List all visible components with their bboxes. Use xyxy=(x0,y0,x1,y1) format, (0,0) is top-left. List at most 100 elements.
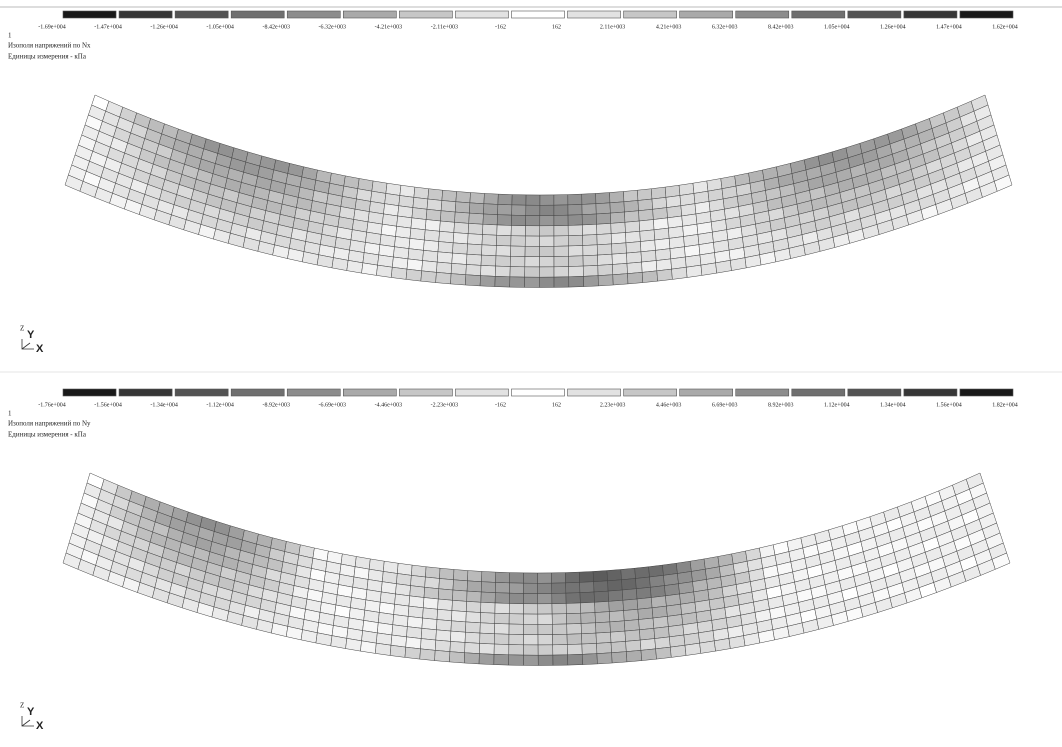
mesh-cell xyxy=(597,223,612,234)
legend-swatch xyxy=(848,11,901,18)
legend-swatch xyxy=(736,11,789,18)
mesh-cell xyxy=(538,583,552,593)
legend-swatch xyxy=(960,389,1013,396)
axis-y: Y xyxy=(27,706,35,718)
mesh-cell xyxy=(455,202,470,213)
legend-label: 2.23e+003 xyxy=(600,402,626,408)
mesh-cell xyxy=(346,638,362,651)
mesh-cell xyxy=(662,563,677,575)
mesh-cell xyxy=(464,653,479,664)
mesh-cell xyxy=(640,230,655,242)
mesh-cell xyxy=(595,612,610,623)
legend-swatch xyxy=(455,11,508,18)
mesh-cell xyxy=(540,195,554,205)
mesh-cell xyxy=(414,187,429,199)
mesh-cell xyxy=(483,204,497,215)
mesh-cell xyxy=(494,644,509,655)
mesh-cell xyxy=(566,613,581,624)
mesh-cell xyxy=(610,202,625,213)
beam-mesh xyxy=(65,95,1012,288)
legend-swatch xyxy=(904,389,957,396)
mesh-cell xyxy=(582,214,596,225)
panel: -1.69e+004-1.47e+004-1.26e+004-1.05e+004… xyxy=(8,11,1018,355)
mesh-cell xyxy=(657,269,672,281)
mesh-cell xyxy=(423,240,438,252)
mesh-cell xyxy=(608,580,623,591)
mesh-cell xyxy=(423,608,438,620)
mesh-cell xyxy=(583,276,598,287)
mesh-cell xyxy=(441,200,456,212)
legend-swatch xyxy=(624,389,677,396)
mesh-cell xyxy=(670,645,686,657)
mesh-cell xyxy=(626,650,641,662)
mesh-cell xyxy=(452,243,467,254)
mesh-cell xyxy=(453,233,468,244)
mesh-cell xyxy=(568,215,582,226)
case-number: 1 xyxy=(8,410,12,418)
panel: -1.76e+004-1.56e+004-1.34e+004-1.12e+004… xyxy=(8,389,1018,732)
mesh-cell xyxy=(538,614,552,624)
legend-swatch xyxy=(792,11,845,18)
mesh-cell xyxy=(626,252,641,264)
mesh-cell xyxy=(400,185,415,197)
mesh-cell xyxy=(524,614,538,624)
mesh-cell xyxy=(569,276,584,287)
legend-label: -1.05e+004 xyxy=(206,24,234,30)
mesh-cell xyxy=(438,589,453,601)
mesh-cell xyxy=(484,193,498,204)
mesh-cell xyxy=(496,256,511,267)
mesh-cell xyxy=(497,225,512,236)
legend-label: 1.26e+004 xyxy=(880,24,906,30)
legend-swatch xyxy=(624,11,677,18)
legend-label: 1.56e+004 xyxy=(936,402,962,408)
mesh-cell xyxy=(538,604,552,614)
mesh-cell xyxy=(465,632,480,643)
mesh-cell xyxy=(438,599,453,611)
mesh-cell xyxy=(509,655,524,666)
mesh-cell xyxy=(568,204,582,215)
mesh-cell xyxy=(622,578,637,590)
mesh-cell xyxy=(420,649,435,661)
mesh-cell xyxy=(580,592,595,603)
mesh-cell xyxy=(612,243,627,254)
mesh-cell xyxy=(641,649,657,661)
mesh-cell xyxy=(436,630,451,642)
mesh-cell xyxy=(497,215,511,226)
mesh-cell xyxy=(581,623,596,634)
mesh-cell xyxy=(642,271,657,283)
mesh-cell xyxy=(466,612,481,623)
legend-label: 162 xyxy=(552,402,561,408)
mesh-cell xyxy=(495,613,510,624)
mesh-cell xyxy=(481,602,496,613)
legend-label: -1.56e+004 xyxy=(94,402,122,408)
mesh-cell xyxy=(554,215,568,226)
mesh-cell xyxy=(452,590,467,601)
mesh-cell xyxy=(638,608,653,620)
mesh-cell xyxy=(639,628,654,640)
mesh-cell xyxy=(465,275,480,286)
legend-label: -1.47e+004 xyxy=(94,24,122,30)
mesh-cell xyxy=(421,271,437,283)
mesh-cell xyxy=(552,603,566,614)
mesh-cell xyxy=(525,246,540,256)
mesh-cell xyxy=(481,582,495,593)
mesh-cell xyxy=(569,266,584,277)
legend-label: -2.11e+003 xyxy=(431,24,458,30)
mesh-cell xyxy=(610,621,625,632)
mesh-cell xyxy=(597,653,612,664)
mesh-cell xyxy=(540,215,554,225)
legend-label: 4.21e+003 xyxy=(656,24,682,30)
mesh-cell xyxy=(596,632,611,643)
legend-swatch xyxy=(568,11,621,18)
mesh-cell xyxy=(509,583,523,594)
mesh-cell xyxy=(495,603,509,614)
legend-label: -1.12e+004 xyxy=(206,402,234,408)
mesh-cell xyxy=(613,274,628,285)
mesh-cell xyxy=(581,633,596,644)
mesh-cell xyxy=(623,599,638,611)
mesh-cell xyxy=(494,623,509,634)
mesh-cell xyxy=(552,624,567,635)
mesh-cell xyxy=(568,245,583,256)
mesh-cell xyxy=(467,571,481,582)
mesh-cell xyxy=(582,204,596,215)
